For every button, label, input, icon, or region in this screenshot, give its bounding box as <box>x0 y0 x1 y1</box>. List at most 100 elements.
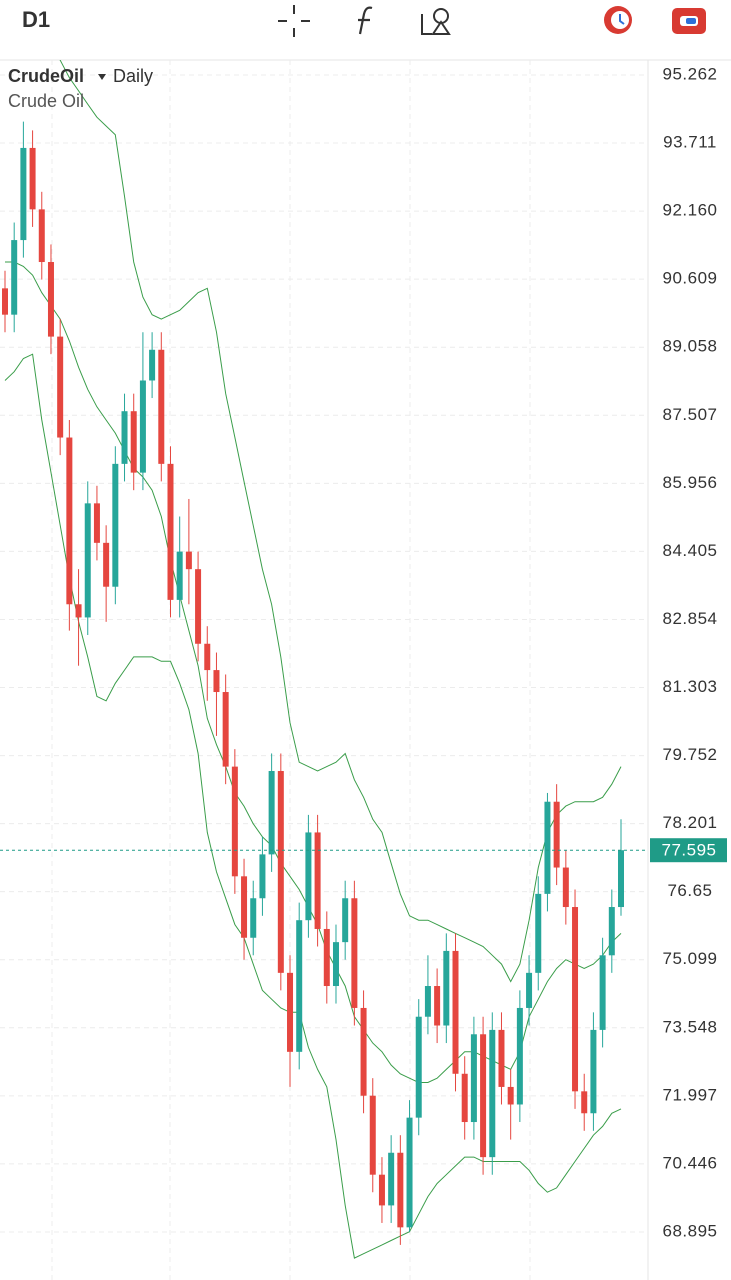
candle-body <box>75 604 82 618</box>
candle-body <box>608 907 615 956</box>
timeframe-button[interactable]: D1 <box>22 7 50 32</box>
candle-body <box>250 898 257 938</box>
candle-body <box>378 1174 385 1206</box>
symbol-name[interactable]: CrudeOil <box>8 66 84 86</box>
candle-body <box>158 349 165 464</box>
candle-body <box>195 569 202 644</box>
candle-body <box>103 542 110 587</box>
candle-body <box>112 463 119 587</box>
price-tick-label: 84.405 <box>663 541 718 560</box>
candle-body <box>296 920 303 1052</box>
candle-body <box>167 463 174 600</box>
candle-body <box>84 503 91 618</box>
candle-body <box>351 898 358 1008</box>
candle-body <box>415 1016 422 1118</box>
band-upper <box>59 60 622 983</box>
candle-body <box>590 1029 597 1114</box>
price-tick-label: 79.752 <box>663 745 718 764</box>
candle-body <box>434 986 441 1026</box>
last-price-label: 77.595 <box>662 841 717 860</box>
candle-body <box>139 380 146 473</box>
candle-body <box>323 928 330 987</box>
interval-label: Daily <box>113 66 153 86</box>
candle-body <box>149 349 156 381</box>
candle-body <box>314 832 321 929</box>
candle-body <box>66 437 73 605</box>
candle-body <box>93 503 100 543</box>
candle-body <box>618 850 624 908</box>
candle-body <box>130 411 137 473</box>
price-tick-label: 87.507 <box>663 405 718 424</box>
candle-body <box>342 898 349 943</box>
candle-body <box>562 867 569 908</box>
price-tick-label: 81.303 <box>663 677 718 696</box>
account-icon[interactable] <box>672 8 706 34</box>
price-tick-label: 93.711 <box>663 133 717 152</box>
price-tick-label: 95.262 <box>663 64 718 83</box>
candle-body <box>305 832 312 921</box>
band-lower <box>4 353 622 1259</box>
symbol-description: Crude Oil <box>8 91 84 111</box>
price-tick-label: 92.160 <box>663 201 718 220</box>
symbol-caret[interactable] <box>98 74 106 80</box>
candle-body <box>29 147 36 210</box>
candle-body <box>526 972 533 1008</box>
price-tick-label: 70.446 <box>663 1153 718 1172</box>
candle-body <box>332 942 339 987</box>
price-tick-label: 68.895 <box>663 1221 718 1240</box>
candle-body <box>406 1117 413 1228</box>
candle-body <box>204 643 211 671</box>
candle-body <box>572 907 579 1092</box>
candle-body <box>57 336 64 438</box>
candle-body <box>489 1029 496 1158</box>
candle-body <box>498 1029 505 1087</box>
candle-body <box>461 1073 468 1123</box>
candle-body <box>47 262 54 337</box>
price-tick-label: 71.997 <box>663 1085 718 1104</box>
candle-body <box>277 771 284 973</box>
candle-body <box>452 950 459 1074</box>
candle-body <box>369 1095 376 1175</box>
candle-body <box>11 240 18 315</box>
candle-body <box>581 1091 588 1114</box>
candle-body <box>516 1007 523 1105</box>
candle-body <box>360 1007 367 1096</box>
price-tick-label: 90.609 <box>663 269 718 288</box>
candle-body <box>213 670 220 693</box>
price-tick-label: 85.956 <box>663 473 718 492</box>
crosshair-button[interactable] <box>278 5 310 37</box>
objects-button[interactable] <box>421 8 451 35</box>
price-tick-label: 89.058 <box>663 337 718 356</box>
candle-body <box>121 411 128 464</box>
candle-body <box>443 950 450 1026</box>
price-tick-label: 75.099 <box>663 949 718 968</box>
price-tick-label: 78.201 <box>663 813 718 832</box>
candle-body <box>268 771 275 855</box>
candle-body <box>38 209 45 263</box>
candle-body <box>185 551 192 570</box>
candle-body <box>259 854 266 899</box>
candle-body <box>424 986 431 1017</box>
candle-body <box>535 893 542 973</box>
price-tick-label: 73.548 <box>663 1017 718 1036</box>
candle-body <box>241 876 248 938</box>
candle-body <box>222 692 229 767</box>
candle-body <box>553 801 560 868</box>
indicators-button[interactable] <box>358 6 373 35</box>
candle-body <box>507 1086 514 1105</box>
candle-body <box>287 972 294 1052</box>
candle-body <box>480 1034 487 1158</box>
candle-body <box>397 1152 404 1228</box>
candle-body <box>2 288 8 315</box>
candle-body <box>470 1034 477 1123</box>
candle-body <box>20 147 27 241</box>
candle-body <box>176 551 183 600</box>
last-price-badge <box>650 838 727 863</box>
candle-body <box>388 1152 395 1206</box>
candle-body <box>544 801 551 894</box>
clock-icon[interactable] <box>604 6 632 34</box>
candle-body <box>231 766 238 877</box>
price-tick-label: 82.854 <box>663 609 718 628</box>
